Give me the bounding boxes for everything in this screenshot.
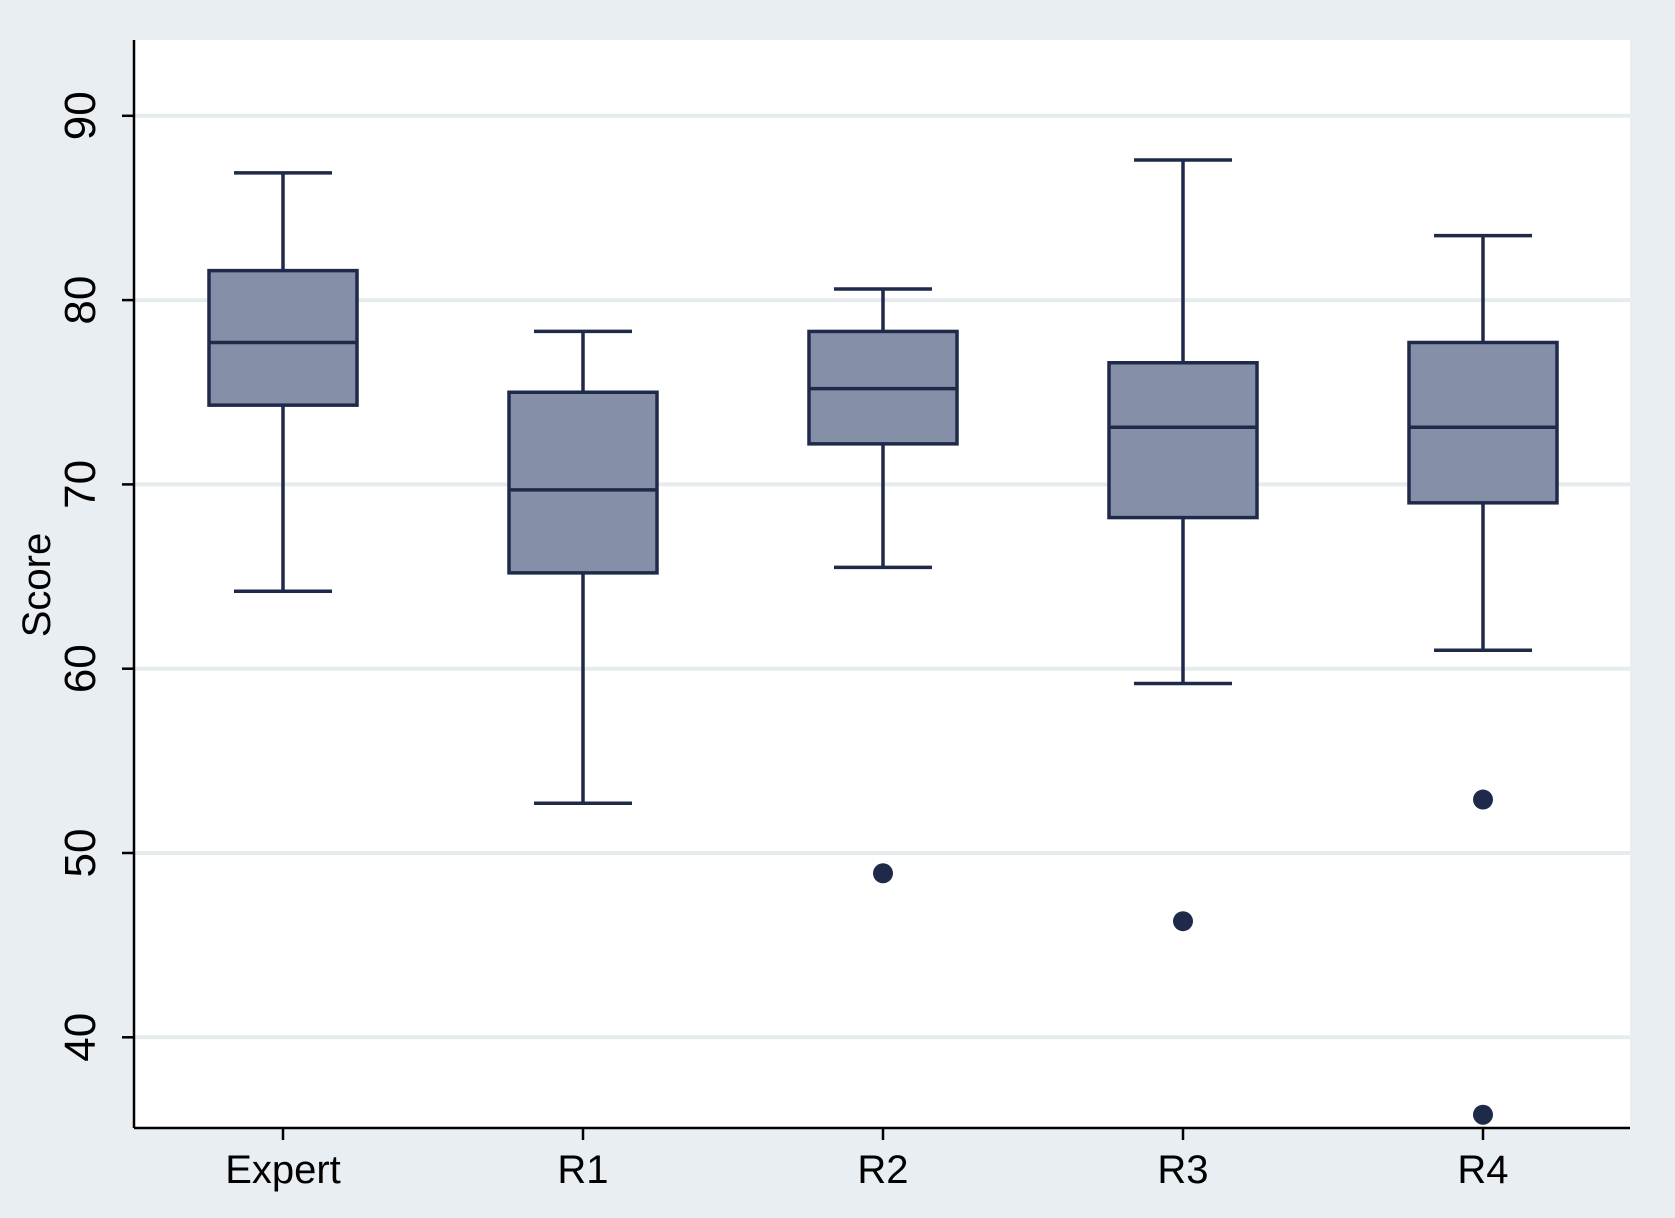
x-category-label-R1: R1 — [557, 1148, 608, 1192]
y-tick-label-60: 60 — [56, 644, 105, 693]
outliers-layer — [873, 789, 1493, 1125]
box-R3 — [1107, 158, 1259, 686]
box-R1 — [507, 329, 659, 805]
y-axis-title: Score — [15, 533, 59, 638]
x-category-label-R2: R2 — [857, 1148, 908, 1192]
x-category-label-R3: R3 — [1157, 1148, 1208, 1192]
box-iqr-R4 — [1407, 340, 1559, 505]
box-R4 — [1407, 233, 1559, 653]
box-Expert — [207, 171, 359, 594]
box-iqr-R3 — [1107, 361, 1259, 520]
outlier-point-R2-1 — [873, 863, 893, 884]
y-tick-label-90: 90 — [56, 91, 105, 140]
y-tick-labels: 40 50 60 70 80 90 — [56, 91, 105, 1061]
x-category-label-Expert: Expert — [225, 1148, 341, 1192]
outlier-point-R4-1 — [1473, 789, 1493, 810]
y-tick-label-80: 80 — [56, 276, 105, 325]
outlier-point-R3-1 — [1173, 911, 1193, 932]
axes-layer — [122, 40, 1630, 1140]
plot-area-background — [134, 40, 1630, 1128]
x-category-label-R4: R4 — [1457, 1148, 1508, 1192]
y-tick-label-70: 70 — [56, 460, 105, 509]
box-R2 — [807, 287, 959, 570]
y-tick-label-50: 50 — [56, 829, 105, 878]
box-iqr-Expert — [207, 268, 359, 407]
outlier-point-R4-2 — [1473, 1104, 1493, 1125]
boxes-layer — [207, 158, 1559, 805]
x-category-labels: Expert R1 R2 R3 R4 — [225, 1148, 1508, 1192]
box-iqr-R1 — [507, 390, 659, 575]
y-tick-label-40: 40 — [56, 1013, 105, 1062]
